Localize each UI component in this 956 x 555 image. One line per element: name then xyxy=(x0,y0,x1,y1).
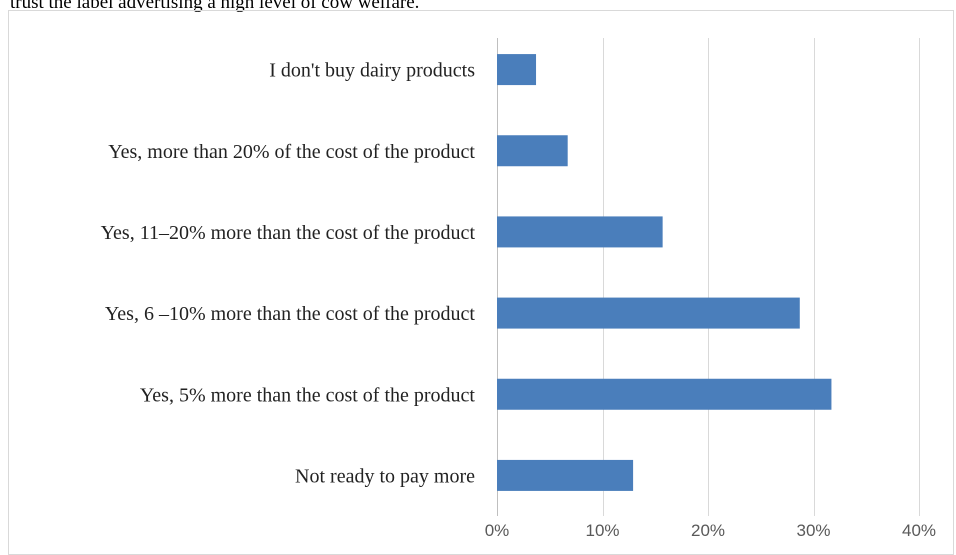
category-label: Yes, 11–20% more than the cost of the pr… xyxy=(101,222,476,244)
bar xyxy=(497,297,800,329)
category-label: Not ready to pay more xyxy=(295,465,475,487)
category-label: Yes, 5% more than the cost of the produc… xyxy=(140,384,476,406)
x-tick-labels: 0% 10% 20% 30% 40% xyxy=(485,521,936,540)
x-tick-label: 10% xyxy=(585,521,619,540)
bar xyxy=(497,216,663,248)
category-labels: I don't buy dairy products Yes, more than… xyxy=(101,60,476,488)
figure-caption: trust the label advertising a high level… xyxy=(10,0,420,13)
x-tick-label: 30% xyxy=(796,521,830,540)
category-label: Yes, 6 –10% more than the cost of the pr… xyxy=(105,303,476,325)
x-tick-label: 40% xyxy=(902,521,936,540)
gridlines xyxy=(497,38,920,516)
category-label: I don't buy dairy products xyxy=(269,60,475,82)
category-label: Yes, more than 20% of the cost of the pr… xyxy=(108,141,475,163)
bar xyxy=(497,459,634,491)
x-tick-label: 20% xyxy=(691,521,725,540)
bar xyxy=(497,54,537,86)
bar xyxy=(497,378,832,410)
x-tick-label: 0% xyxy=(485,521,510,540)
bar xyxy=(497,135,568,167)
bars xyxy=(497,54,832,491)
